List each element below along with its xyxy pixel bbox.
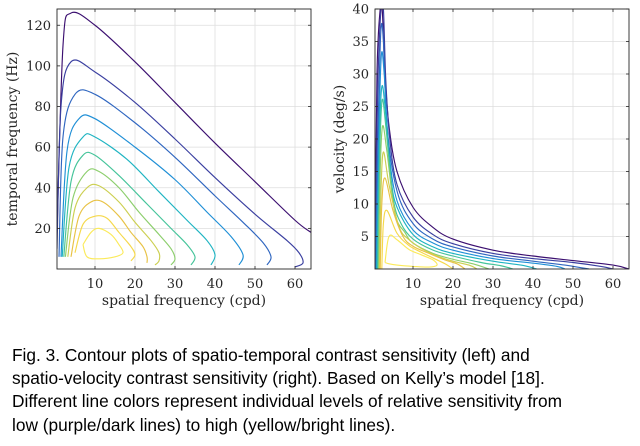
left-x-axis-label: spatial frequency (cpd) [102,293,266,309]
caption-line-2: spatio-velocity contrast sensitivity (ri… [12,368,545,389]
left-xtick-label: 10 [87,277,104,292]
right-xtick-label: 60 [605,277,622,292]
left-ytick-label: 120 [26,19,51,34]
figure: 10 20 30 40 50 60 20 40 60 80 100 120 spatial freque… [5,3,630,309]
left-ytick-label: 100 [26,59,51,74]
left-contour-line [64,168,176,266]
left-contour-line [67,183,161,266]
right-ytick-label: 20 [352,133,369,148]
right-xtick-label: 30 [485,277,502,292]
left-xtick-label: 50 [247,277,264,292]
figure-caption: Fig. 3. Contour plots of spatio-temporal… [12,344,636,437]
right-x-axis-label: spatial frequency (cpd) [420,293,584,309]
right-xtick-label: 50 [565,277,582,292]
right-ytick-label: 40 [352,3,369,18]
right-contour-line [378,125,490,269]
right-contour-line [376,85,538,269]
right-contour-line [375,9,614,269]
right-contour-line [378,151,478,269]
left-contour-line [63,151,196,266]
right-contour-line [375,9,629,269]
left-contour-line [57,59,304,268]
right-ytick-label: 30 [352,68,369,83]
right-contour-line [377,98,514,269]
left-contours [57,11,311,268]
right-xtick-label: 40 [525,277,542,292]
caption-line-4: low (purple/dark lines) to high (yellow/… [12,414,396,435]
left-xtick-label: 40 [207,277,224,292]
right-ytick-label: 10 [352,198,369,213]
left-xtick-label: 60 [287,277,304,292]
right-contours [375,9,629,269]
left-ytick-label: 40 [34,181,51,196]
caption-line-3: Different line colors represent individu… [12,391,563,412]
left-xtick-label: 30 [167,277,184,292]
left-contour-line [60,114,244,266]
left-ytick-label: 20 [34,222,51,237]
right-ytick-label: 25 [352,100,369,115]
left-contour-line [74,215,136,262]
left-contour-line [61,133,216,266]
right-contour-line [375,51,566,269]
right-contour-line [379,177,466,269]
left-axes-box [56,8,312,270]
right-contour-line [381,209,454,269]
right-contour-line [384,234,438,268]
caption-line-1: Fig. 3. Contour plots of spatio-temporal… [12,345,530,365]
left-contour-plot: 10 20 30 40 50 60 20 40 60 80 100 120 spatial freque… [5,8,312,309]
right-ytick-label: 35 [352,35,369,50]
right-xtick-label: 20 [445,277,462,292]
right-ytick-label: 15 [352,165,369,180]
left-xtick-label: 20 [127,277,144,292]
right-xtick-label: 10 [405,277,422,292]
left-contour-line [57,11,311,233]
left-contour-line [70,199,148,263]
left-ytick-label: 60 [34,141,51,156]
left-ytick-label: 80 [34,100,51,115]
right-y-axis-label: velocity (deg/s) [332,85,348,194]
left-contour-line [82,227,124,260]
right-contour-line [375,22,590,269]
left-contour-line [58,89,272,266]
right-ytick-label: 5 [361,230,369,245]
left-y-axis-label: temporal frequency (Hz) [5,52,21,227]
